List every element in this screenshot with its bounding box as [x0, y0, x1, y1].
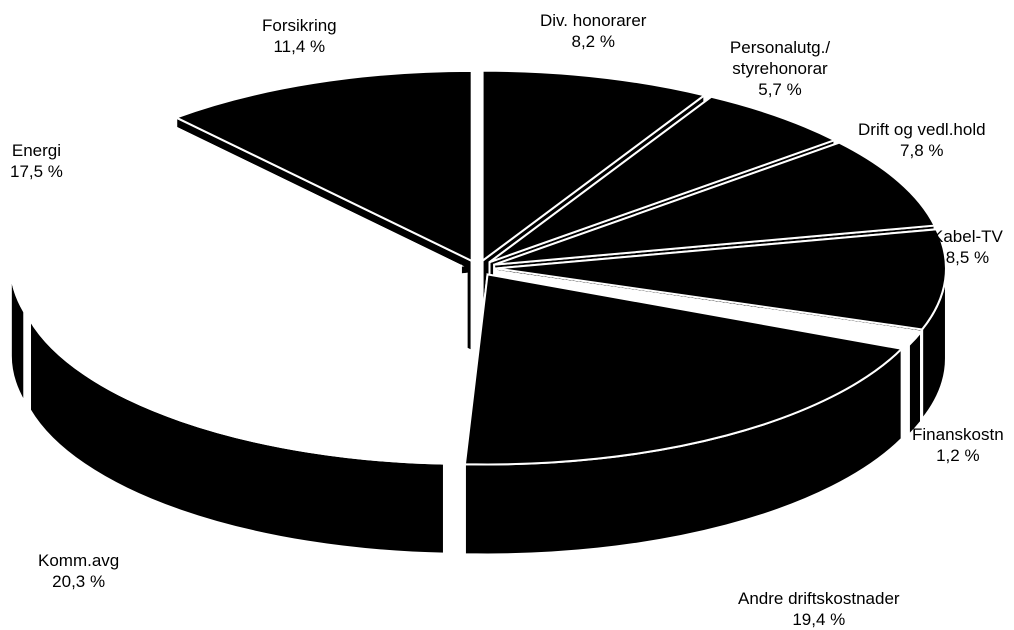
slice-label-finanskostn: Finanskostn 1,2 % — [912, 424, 1004, 466]
slice-label-text: Personalutg./ styrehonorar — [729, 38, 831, 78]
slice-label-value: 1,2 % — [936, 446, 980, 465]
pie-slice-top-forsikring — [173, 69, 473, 263]
slice-label-text: Andre driftskostnader — [738, 589, 900, 608]
slice-label-value: 11,4 % — [273, 37, 326, 56]
slice-label-text: Drift og vedl.hold — [858, 120, 986, 139]
pie-slice-side-wall — [907, 328, 923, 438]
pie-slice-top-div-honorarer — [481, 69, 707, 263]
slice-label-div-honorarer: Div. honorarer 8,2 % — [540, 10, 646, 52]
slice-label-andre-driftskostnader: Andre driftskostnader 19,4 % — [738, 588, 900, 630]
slice-label-energi: Energi 17,5 % — [10, 140, 63, 182]
slice-label-kabel-tv: Kabel-TV 8,5 % — [932, 226, 1003, 268]
slice-label-text: Komm.avg — [38, 551, 120, 570]
pie-slice-top-energi — [9, 121, 465, 313]
slice-label-drift-og-vedl-hold: Drift og vedl.hold 7,8 % — [858, 119, 986, 161]
slice-label-text: Div. honorarer — [540, 11, 647, 30]
slice-label-value: 20,3 % — [52, 572, 106, 591]
slice-label-komm-avg: Komm.avg 20,3 % — [38, 550, 119, 592]
slice-label-text: Forsikring — [262, 16, 337, 35]
slice-label-text: Finanskostn — [912, 425, 1004, 444]
pie-slice-top-komm-avg — [28, 272, 468, 465]
slice-label-value: 8,2 % — [571, 32, 615, 51]
slice-label-value: 19,4 % — [792, 610, 846, 629]
pie-slice-top-finanskostn — [494, 269, 923, 347]
pie-slice-top-kabel-tv — [495, 228, 947, 331]
slice-label-text: Energi — [11, 141, 62, 160]
slice-label-forsikring: Forsikring 11,4 % — [262, 15, 337, 57]
slice-label-value: 5,7 % — [758, 80, 802, 99]
pie-slice-top-personalutg-styrehonorar — [488, 95, 837, 264]
pie-slice-top-drift-og-vedl-hold — [493, 141, 937, 266]
slice-label-value: 8,5 % — [945, 248, 990, 267]
slice-label-value: 17,5 % — [10, 162, 63, 181]
slice-label-personalutg: Personalutg./ styrehonorar 5,7 % — [715, 37, 845, 100]
slice-label-text: Kabel-TV — [932, 227, 1003, 246]
slice-label-value: 7,8 % — [900, 141, 944, 160]
pie-slice-top-andre-driftskostnader — [463, 273, 904, 466]
